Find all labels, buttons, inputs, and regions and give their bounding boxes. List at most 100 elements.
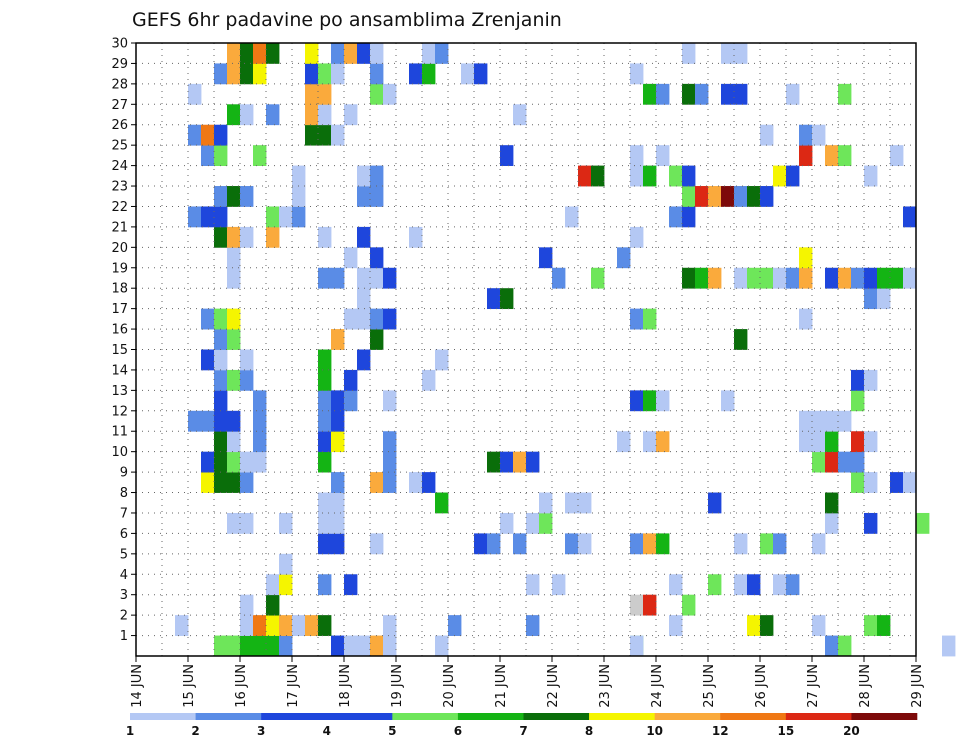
heatmap-cell bbox=[383, 451, 397, 473]
legend-label: 10 bbox=[646, 724, 663, 738]
heatmap-cell bbox=[331, 472, 345, 493]
color-legend: 1 2 3 4 5 6 7 8 10 12 15 20 bbox=[126, 713, 918, 738]
heatmap-cell bbox=[903, 472, 917, 493]
heatmap-cell bbox=[344, 574, 358, 596]
heatmap-cell bbox=[435, 43, 449, 64]
heatmap-cell bbox=[812, 431, 826, 453]
heatmap-cell bbox=[474, 533, 488, 555]
heatmap-cell bbox=[318, 349, 332, 371]
heatmap-cell bbox=[721, 83, 735, 105]
heatmap-cell bbox=[539, 512, 553, 534]
heatmap-cell bbox=[799, 267, 813, 289]
heatmap-cells bbox=[175, 43, 956, 657]
heatmap-cell bbox=[799, 145, 813, 166]
heatmap-cell bbox=[318, 615, 332, 636]
heatmap-cell bbox=[760, 186, 774, 207]
heatmap-cell bbox=[331, 512, 345, 534]
heatmap-cell bbox=[682, 206, 696, 228]
heatmap-cell bbox=[305, 63, 319, 85]
heatmap-cell bbox=[695, 267, 709, 289]
heatmap-cell bbox=[240, 472, 254, 493]
legend-swatch bbox=[523, 713, 590, 720]
heatmap-cell bbox=[214, 308, 228, 330]
heatmap-cell bbox=[708, 186, 722, 207]
heatmap-cell bbox=[253, 43, 267, 64]
heatmap-cell bbox=[331, 267, 345, 289]
heatmap-cell bbox=[331, 390, 345, 412]
heatmap-cell bbox=[344, 104, 358, 126]
heatmap-cell bbox=[695, 83, 709, 105]
heatmap-cell bbox=[942, 635, 956, 657]
heatmap-cell bbox=[708, 574, 722, 596]
heatmap-cell bbox=[279, 635, 293, 657]
heatmap-cell bbox=[552, 267, 566, 289]
heatmap-cell bbox=[409, 63, 423, 85]
heatmap-cell bbox=[383, 308, 397, 330]
heatmap-cell bbox=[227, 104, 241, 126]
heatmap-cell bbox=[825, 492, 839, 514]
heatmap-cell bbox=[812, 533, 826, 555]
heatmap-cell bbox=[383, 390, 397, 412]
heatmap-cell bbox=[500, 451, 514, 473]
heatmap-cell bbox=[578, 492, 592, 514]
heatmap-cell bbox=[786, 267, 800, 289]
heatmap-cell bbox=[760, 533, 774, 555]
heatmap-cell bbox=[370, 472, 384, 493]
heatmap-cell bbox=[500, 145, 514, 166]
heatmap-cell bbox=[864, 431, 878, 453]
heatmap-cell bbox=[864, 512, 878, 534]
heatmap-cell bbox=[175, 615, 189, 636]
legend-label: 3 bbox=[257, 724, 265, 738]
y-tick-label: 12 bbox=[111, 404, 128, 419]
x-tick-label: 24 JUN bbox=[650, 664, 665, 708]
heatmap-cell bbox=[253, 390, 267, 412]
heatmap-cell bbox=[903, 267, 917, 289]
heatmap-cell bbox=[318, 512, 332, 534]
x-tick-label: 21 JUN bbox=[494, 664, 509, 708]
heatmap-cell bbox=[851, 451, 865, 473]
heatmap-cell bbox=[643, 533, 657, 555]
legend-label: 15 bbox=[777, 724, 794, 738]
heatmap-cell bbox=[669, 615, 683, 636]
x-tick-label: 28 JUN bbox=[858, 664, 873, 708]
y-tick-label: 6 bbox=[120, 527, 128, 542]
heatmap-cell bbox=[240, 635, 254, 657]
heatmap-cell bbox=[682, 186, 696, 207]
heatmap-cell bbox=[500, 512, 514, 534]
heatmap-cell bbox=[214, 226, 228, 248]
heatmap-cell bbox=[747, 186, 761, 207]
heatmap-cell bbox=[851, 431, 865, 453]
heatmap-cell bbox=[240, 226, 254, 248]
y-tick-label: 9 bbox=[120, 466, 128, 481]
heatmap-cell bbox=[734, 186, 748, 207]
heatmap-cell bbox=[383, 431, 397, 453]
heatmap-cell bbox=[318, 104, 332, 126]
legend-label: 6 bbox=[454, 724, 462, 738]
legend-swatch bbox=[392, 713, 459, 720]
heatmap-cell bbox=[422, 63, 436, 85]
heatmap-cell bbox=[682, 594, 696, 616]
legend-label: 7 bbox=[519, 724, 527, 738]
heatmap-cell bbox=[305, 83, 319, 105]
heatmap-cell bbox=[565, 533, 579, 555]
heatmap-cell bbox=[240, 369, 254, 391]
heatmap-cell bbox=[669, 165, 683, 187]
heatmap-cell bbox=[734, 533, 748, 555]
heatmap-cell bbox=[318, 574, 332, 596]
heatmap-cell bbox=[318, 83, 332, 105]
heatmap-cell bbox=[344, 43, 358, 64]
heatmap-cell bbox=[240, 104, 254, 126]
y-tick-label: 2 bbox=[120, 609, 128, 624]
heatmap-cell bbox=[331, 492, 345, 514]
heatmap-cell bbox=[435, 492, 449, 514]
heatmap-cell bbox=[877, 615, 891, 636]
heatmap-cell bbox=[214, 472, 228, 493]
heatmap-cell bbox=[864, 165, 878, 187]
heatmap-cell bbox=[799, 124, 813, 146]
heatmap-cell bbox=[214, 451, 228, 473]
heatmap-cell bbox=[643, 390, 657, 412]
heatmap-cell bbox=[253, 635, 267, 657]
x-tick-label: 18 JUN bbox=[338, 664, 353, 708]
heatmap-cell bbox=[331, 329, 345, 350]
heatmap-cell bbox=[448, 615, 462, 636]
